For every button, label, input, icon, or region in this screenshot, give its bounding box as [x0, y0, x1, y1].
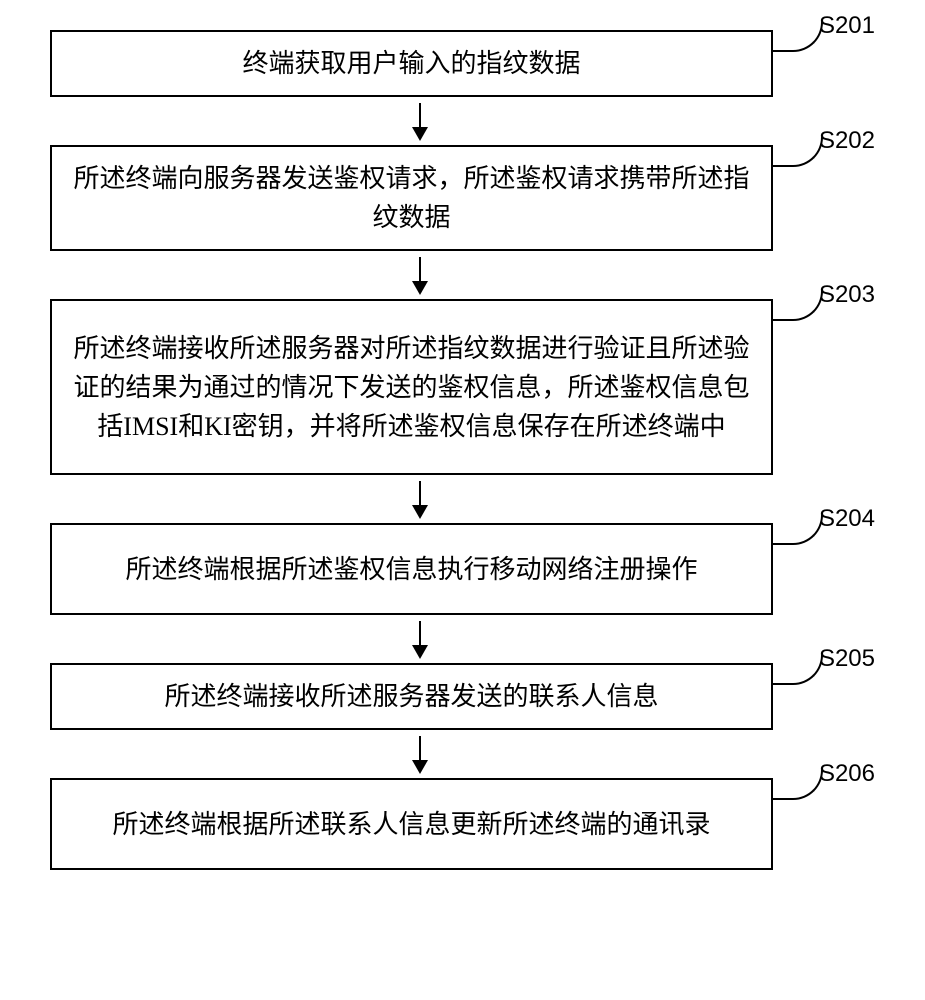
step-label: S202	[819, 127, 875, 155]
step-wrapper: 所述终端接收所述服务器发送的联系人信息 S205	[50, 663, 875, 730]
step-box-s202: 所述终端向服务器发送鉴权请求，所述鉴权请求携带所述指纹数据	[50, 145, 773, 251]
step-box-s201: 终端获取用户输入的指纹数据	[50, 30, 773, 97]
label-connector: S206	[773, 778, 875, 808]
arrow-icon	[419, 736, 421, 772]
arrow-icon	[419, 103, 421, 139]
arrow-icon	[419, 481, 421, 517]
flowchart-container: 终端获取用户输入的指纹数据 S201 所述终端向服务器发送鉴权请求，所述鉴权请求…	[50, 30, 875, 870]
step-box-s205: 所述终端接收所述服务器发送的联系人信息	[50, 663, 773, 730]
arrow-container	[50, 475, 790, 523]
step-wrapper: 所述终端接收所述服务器对所述指纹数据进行验证且所述验证的结果为通过的情况下发送的…	[50, 299, 875, 475]
step-text: 所述终端根据所述鉴权信息执行移动网络注册操作	[125, 550, 697, 589]
arrow-container	[50, 730, 790, 778]
step-wrapper: 所述终端根据所述鉴权信息执行移动网络注册操作 S204	[50, 523, 875, 615]
arrow-container	[50, 251, 790, 299]
curve-line	[773, 770, 823, 800]
label-connector: S202	[773, 145, 875, 175]
step-box-s203: 所述终端接收所述服务器对所述指纹数据进行验证且所述验证的结果为通过的情况下发送的…	[50, 299, 773, 475]
arrow-container	[50, 615, 790, 663]
curve-line	[773, 291, 823, 321]
step-label: S204	[819, 505, 875, 533]
curve-line	[773, 515, 823, 545]
arrow-icon	[419, 257, 421, 293]
step-label: S201	[819, 12, 875, 40]
step-label: S205	[819, 645, 875, 673]
step-box-s204: 所述终端根据所述鉴权信息执行移动网络注册操作	[50, 523, 773, 615]
label-connector: S201	[773, 30, 875, 60]
step-text: 所述终端向服务器发送鉴权请求，所述鉴权请求携带所述指纹数据	[72, 159, 751, 237]
curve-line	[773, 22, 823, 52]
step-text: 所述终端接收所述服务器发送的联系人信息	[164, 677, 658, 716]
arrow-icon	[419, 621, 421, 657]
step-text: 所述终端接收所述服务器对所述指纹数据进行验证且所述验证的结果为通过的情况下发送的…	[72, 329, 751, 446]
step-wrapper: 终端获取用户输入的指纹数据 S201	[50, 30, 875, 97]
label-connector: S203	[773, 299, 875, 329]
step-wrapper: 所述终端向服务器发送鉴权请求，所述鉴权请求携带所述指纹数据 S202	[50, 145, 875, 251]
step-label: S206	[819, 760, 875, 788]
curve-line	[773, 137, 823, 167]
step-wrapper: 所述终端根据所述联系人信息更新所述终端的通讯录 S206	[50, 778, 875, 870]
step-label: S203	[819, 281, 875, 309]
step-box-s206: 所述终端根据所述联系人信息更新所述终端的通讯录	[50, 778, 773, 870]
arrow-container	[50, 97, 790, 145]
label-connector: S205	[773, 663, 875, 693]
label-connector: S204	[773, 523, 875, 553]
curve-line	[773, 655, 823, 685]
step-text: 终端获取用户输入的指纹数据	[242, 44, 580, 83]
step-text: 所述终端根据所述联系人信息更新所述终端的通讯录	[112, 805, 710, 844]
